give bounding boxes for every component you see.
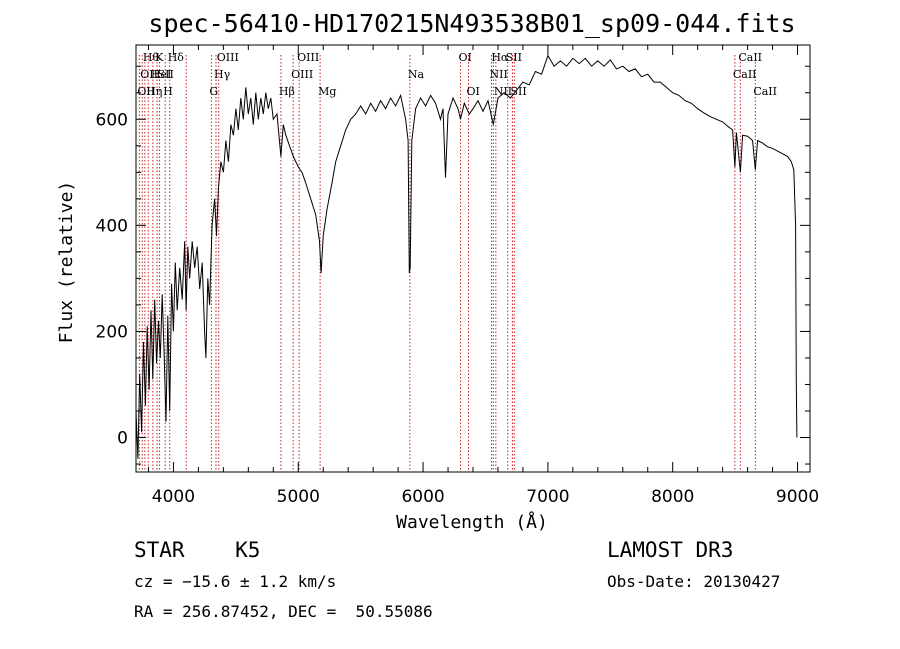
- y-axis-label: Flux (relative): [56, 181, 77, 344]
- line-marker-label: Hα: [491, 51, 509, 64]
- y-tick-label: 0: [117, 429, 128, 449]
- survey-name: LAMOST DR3: [607, 538, 734, 562]
- y-tick-label: 200: [96, 322, 128, 342]
- line-markers: [138, 55, 756, 472]
- line-marker-label: SII: [510, 85, 526, 98]
- line-marker-label: Hη: [146, 85, 162, 98]
- line-marker-label: SII: [158, 68, 174, 81]
- line-marker-label: Hθ: [143, 51, 160, 64]
- x-axis-ticks: 4000 5000 6000 7000 8000 9000: [147, 45, 819, 507]
- line-marker-label: Hβ: [279, 85, 295, 98]
- line-marker-label: CaII: [753, 85, 777, 98]
- line-marker-label: K: [155, 51, 164, 64]
- spectrum-line: [135, 54, 798, 459]
- line-marker-label: Na: [408, 68, 425, 81]
- x-tick-label: 5000: [277, 487, 320, 507]
- line-marker-label: Mg: [318, 85, 336, 98]
- object-class: STAR K5: [134, 538, 261, 562]
- line-marker-label: G: [209, 85, 218, 98]
- redshift-cz: cz = −15.6 ± 1.2 km/s: [134, 572, 337, 591]
- line-marker-label: HeI: [151, 68, 171, 81]
- line-marker-label: OI: [467, 85, 480, 98]
- line-marker-label: H: [163, 85, 173, 98]
- line-marker-label: OII: [137, 85, 155, 98]
- line-marker-label: OI: [459, 51, 472, 64]
- y-tick-label: 400: [96, 216, 128, 236]
- line-marker-labels: OII OII Hθ Hη HeI K SII H Hδ G Hγ OIII Hβ OIII OIII Mg N…: [137, 51, 777, 98]
- line-marker-label: Hγ: [214, 68, 231, 81]
- y-axis-ticks: 0 200 400 600: [96, 65, 810, 465]
- line-marker-label: OII: [140, 68, 158, 81]
- line-marker-label: OIII: [297, 51, 319, 64]
- line-marker-label: CaII: [733, 68, 757, 81]
- line-marker-label: Hδ: [168, 51, 185, 64]
- chart-title: spec-56410-HD170215N493538B01_sp09-044.f…: [148, 9, 795, 38]
- line-marker-label: OIII: [291, 68, 313, 81]
- ra-dec: RA = 256.87452, DEC = 50.55086: [134, 602, 433, 621]
- x-tick-label: 6000: [401, 487, 444, 507]
- line-marker-label: CaII: [738, 51, 762, 64]
- x-tick-label: 8000: [651, 487, 694, 507]
- y-tick-label: 600: [96, 110, 128, 130]
- line-marker-label: NII: [489, 68, 507, 81]
- x-axis-label: Wavelength (Å): [396, 511, 548, 533]
- x-tick-label: 4000: [152, 487, 195, 507]
- x-tick-label: 7000: [526, 487, 569, 507]
- line-marker-label: NII: [494, 85, 512, 98]
- obs-date: Obs-Date: 20130427: [607, 572, 781, 591]
- x-tick-label: 9000: [776, 487, 819, 507]
- line-marker-label: OIII: [217, 51, 239, 64]
- line-marker-label: SII: [506, 51, 522, 64]
